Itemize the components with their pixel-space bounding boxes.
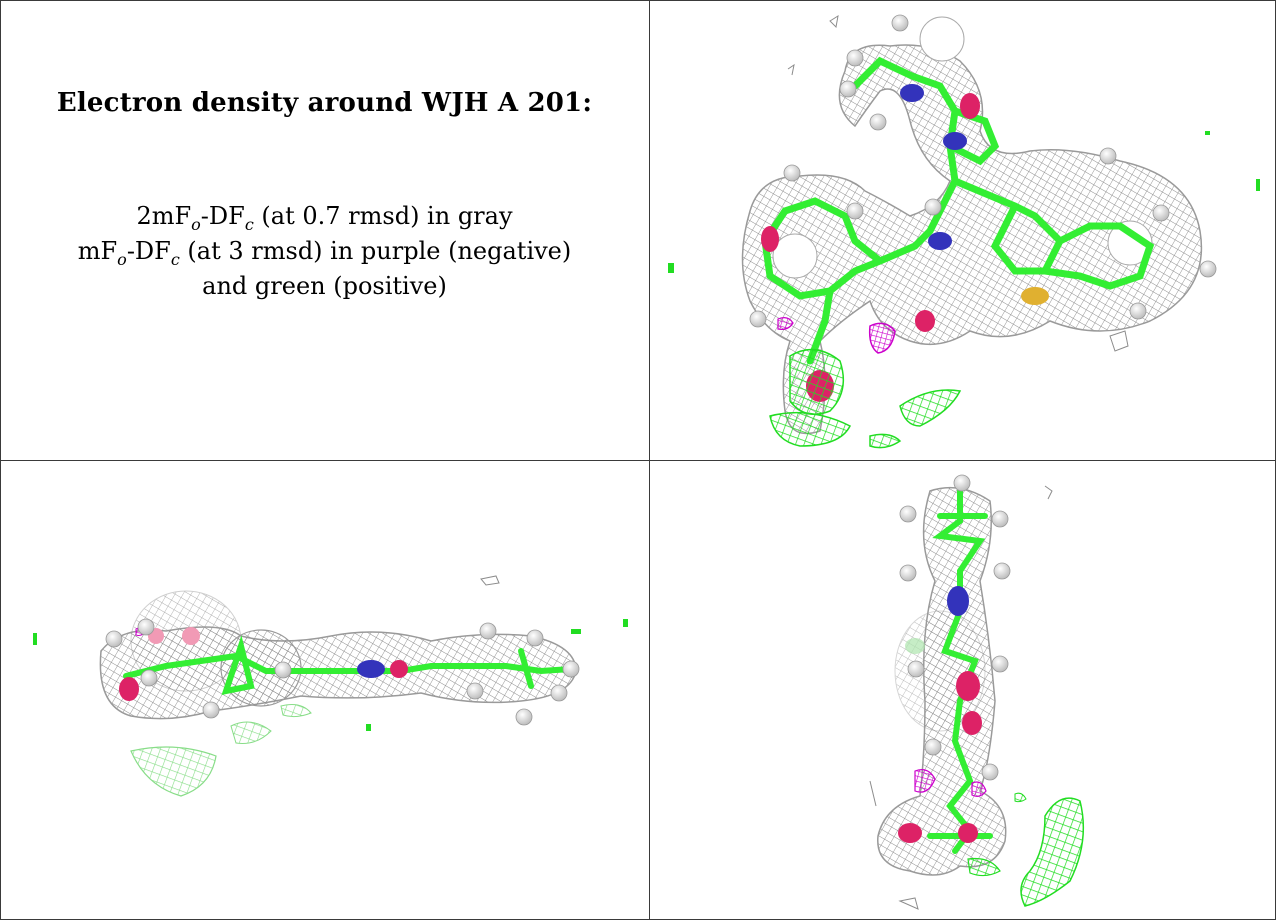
mesh-fofc-positive [905,638,1085,907]
hydrogen-atom [105,630,123,648]
noise-blob [905,638,925,654]
mesh-fofc-negative [777,317,896,354]
hydrogen-atom [515,708,533,726]
hydrogen-atom [550,684,568,702]
noise-blob [366,724,371,731]
noise-blob [623,619,628,627]
caption-subscript: o [117,250,127,269]
caption-text: mF [77,237,118,265]
hydrogen-atom [140,669,158,687]
caption-text: -DF [126,237,171,265]
mesh-fofc-negative [914,769,987,797]
nitrogen-atom [943,132,967,150]
mesh-2fofc-gray [741,16,1203,435]
oxygen-atom [898,823,922,843]
density-end-on-figure [869,474,1085,910]
caption-cell: Electron density around WJH A 201: 2mFo-… [0,0,649,460]
hydrogen-atom [899,505,917,523]
oxygen-atom [390,660,408,678]
density-edge-on-figure [33,575,628,797]
hydrogen-atom [479,622,497,640]
hydrogen-atom [993,562,1011,580]
hydrogen-atom [899,564,917,582]
hydrogen-atom [846,202,864,220]
nitrogen-atom [357,660,385,678]
hydrogen-atom [839,80,857,98]
hydrogen-atom [783,164,801,182]
caption-body: 2mFo-DFc (at 0.7 rmsd) in gray mFo-DFc (… [0,200,649,303]
table-border-middle [0,460,1276,461]
oxygen-atom [761,226,779,252]
hydrogen-atoms [749,14,1217,328]
noise-blob [1256,179,1260,191]
caption-text: -DF [200,202,245,230]
hydrogen-atom [202,701,220,719]
hydrogen-atom [749,310,767,328]
hydrogen-atom [924,198,942,216]
table-border-top [0,0,1276,1]
noise-blob [1205,131,1210,135]
hydrogen-atom [846,49,864,67]
table-border-center [649,0,650,920]
hydrogen-atoms [899,474,1011,781]
table-border-left [0,0,1,920]
hydrogen-atom [1152,204,1170,222]
hydrogen-atom [562,660,580,678]
heteroatoms [898,586,982,843]
nitrogen-atom [928,232,952,250]
caption-line-2fofc: 2mFo-DFc (at 0.7 rmsd) in gray [0,200,649,235]
mesh-fofc-positive [668,131,1260,449]
hydrogen-atom [1129,302,1147,320]
density-view-face-on [650,1,1275,460]
caption-line-colors: and green (positive) [202,272,447,300]
oxygen-atom-behind [182,627,200,645]
hydrogen-atoms [105,618,580,726]
noise-blob [668,263,674,273]
hydrogen-atom [981,763,999,781]
hydrogen-atom [869,113,887,131]
hydrogen-atom [924,738,942,756]
density-view-edge-on [1,461,649,919]
caption-line-fofc: mFo-DFc (at 3 rmsd) in purple (negative) [0,235,649,270]
caption-subscript: c [170,250,180,269]
oxygen-atom [958,823,978,843]
hydrogen-atom [526,629,544,647]
mesh-noise-gray [869,485,1053,910]
caption-title: Electron density around WJH A 201: [56,88,593,118]
sulfur-atom [1021,287,1049,305]
hydrogen-atom [137,618,155,636]
density-face-on-figure [668,14,1260,449]
mesh-2fofc-gray [99,590,577,720]
mesh-noise-gray [480,575,500,586]
atom-bonds [123,635,574,695]
oxygen-atom [960,93,980,119]
density-view-end-on [650,461,1275,919]
hydrogen-atom [466,682,484,700]
hydrogen-atom [907,660,925,678]
mesh-noise-gray [787,14,1129,352]
hydrogen-atom [953,474,971,492]
caption-subscript: o [191,215,201,234]
hydrogen-atom [891,14,909,32]
mesh-fofc-positive [33,619,628,797]
hydrogen-atom [991,510,1009,528]
oxygen-atom [119,677,139,701]
caption-text: 2mF [136,202,192,230]
noise-blob [33,633,37,645]
nitrogen-atom [900,84,924,102]
noise-blob [571,629,581,634]
hydrogen-atom [1099,147,1117,165]
caption-text: (at 0.7 rmsd) in gray [253,202,513,230]
mesh-2fofc-gray [877,486,1007,876]
caption-text: (at 3 rmsd) in purple (negative) [179,237,572,265]
nitrogen-atom [947,586,969,616]
oxygen-atom [956,671,980,701]
hydrogen-atom [1199,260,1217,278]
oxygen-atom [915,310,935,332]
hydrogen-atom [274,661,292,679]
hydrogen-atom [991,655,1009,673]
oxygen-atom [962,711,982,735]
caption-subscript: c [244,215,254,234]
